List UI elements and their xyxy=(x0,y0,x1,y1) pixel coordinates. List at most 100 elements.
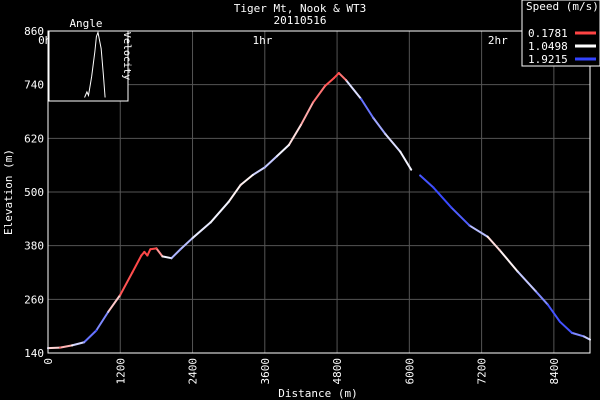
elevation-point xyxy=(546,303,549,306)
elevation-point xyxy=(582,335,585,338)
elevation-line-segment xyxy=(191,221,212,240)
elevation-line-segment xyxy=(311,85,327,104)
elevation-point xyxy=(534,290,537,293)
elevation-point xyxy=(432,186,435,189)
x-tick-label: 1200 xyxy=(114,358,127,385)
elevation-line-segment xyxy=(582,335,591,341)
elevation-line-segment xyxy=(71,341,86,347)
elevation-point xyxy=(275,155,278,158)
elevation-point xyxy=(570,331,573,334)
elevation-point xyxy=(170,257,173,260)
elevation-line-segment xyxy=(287,123,302,147)
elevation-point xyxy=(450,206,453,209)
x-tick-label: 7200 xyxy=(476,358,489,385)
elevation-point xyxy=(337,72,340,75)
legend-entry-label: 0.1781 xyxy=(528,27,568,40)
elevation-line-segment xyxy=(59,344,74,349)
y-tick-label: 500 xyxy=(24,186,44,199)
elevation-line-segment xyxy=(546,303,561,323)
elevation-point xyxy=(140,254,143,257)
x-tick-label: 2400 xyxy=(187,358,200,385)
elevation-point xyxy=(239,183,242,186)
y-tick-label: 140 xyxy=(24,347,44,360)
elevation-line-segment xyxy=(161,255,173,260)
elevation-line-segment xyxy=(107,293,122,313)
elevation-point xyxy=(251,174,254,177)
y-axis-label: Elevation (m) xyxy=(2,149,15,235)
elevation-line-segment xyxy=(384,132,402,153)
plot-area xyxy=(47,72,591,350)
elevation-line-segment xyxy=(95,310,110,332)
grid-lines xyxy=(47,30,590,354)
inset-y-label: Velocity xyxy=(121,32,132,80)
elevation-line-segment xyxy=(450,206,471,227)
elevation-line-segment xyxy=(227,183,242,203)
elevation-point xyxy=(59,346,62,349)
elevation-point xyxy=(299,123,302,126)
elevation-line-segment xyxy=(275,144,290,158)
time-tick-label: 2hr xyxy=(488,34,508,47)
elevation-point xyxy=(119,293,122,296)
elevation-line-segment xyxy=(498,249,519,273)
elevation-point xyxy=(419,174,422,177)
x-tick-label: 3600 xyxy=(259,358,272,385)
elevation-point xyxy=(287,144,290,147)
chart-title: Tiger Mt, Nook & WT3 xyxy=(234,2,366,15)
elevation-point xyxy=(324,85,327,88)
elevation-point xyxy=(179,248,182,251)
elevation-point xyxy=(83,341,86,344)
elevation-line-segment xyxy=(299,101,314,126)
elevation-line-segment xyxy=(570,331,585,338)
elevation-point xyxy=(345,79,348,82)
x-tick-label: 0 xyxy=(42,358,55,365)
elevation-point xyxy=(149,248,152,251)
elevation-line-segment xyxy=(179,237,194,251)
axis-ticks: 0 1200 2400 3600 4800 6000 7200 8400 140 260 380 50… xyxy=(24,25,561,385)
elevation-line-segment xyxy=(119,271,134,296)
inset-line xyxy=(84,30,106,98)
elevation-point xyxy=(410,168,413,171)
elevation-line-segment xyxy=(333,72,340,79)
elevation-point xyxy=(209,221,212,224)
y-tick-label: 260 xyxy=(24,293,44,306)
elevation-point xyxy=(372,116,375,119)
elevation-line-segment xyxy=(263,155,278,169)
elevation-point xyxy=(71,344,74,347)
elevation-line-segment xyxy=(516,270,537,293)
elevation-line-segment xyxy=(399,150,413,171)
elevation-point xyxy=(146,254,149,257)
elevation-point xyxy=(468,224,471,227)
chart-subtitle: 20110516 xyxy=(274,14,327,27)
elevation-line-segment xyxy=(149,247,158,251)
elevation-point xyxy=(384,132,387,135)
elevation-line-segment xyxy=(486,235,501,252)
y-tick-label: 740 xyxy=(24,79,44,92)
elevation-line-segment xyxy=(131,254,143,274)
elevation-line-segment xyxy=(372,116,387,135)
elevation-line-segment xyxy=(419,174,435,189)
y-tick-label: 620 xyxy=(24,132,44,145)
elevation-point xyxy=(360,97,363,100)
plot-frame xyxy=(47,30,591,354)
inset-plot: Angle Velocity xyxy=(48,17,132,102)
y-tick-label: 380 xyxy=(24,240,44,253)
elevation-point xyxy=(263,166,266,169)
elevation-point xyxy=(558,320,561,323)
x-tick-label: 4800 xyxy=(331,358,344,385)
elevation-line-segment xyxy=(170,248,182,260)
elevation-point xyxy=(143,250,146,253)
inset-frame xyxy=(48,30,129,102)
elevation-line-segment xyxy=(146,248,152,257)
y-tick-label: 860 xyxy=(24,25,44,38)
elevation-point xyxy=(486,235,489,238)
inset-title: Angle xyxy=(69,17,102,30)
elevation-point xyxy=(399,150,402,153)
elevation-line-segment xyxy=(239,174,254,186)
elevation-line-segment xyxy=(345,79,363,100)
x-tick-label: 8400 xyxy=(548,358,561,385)
elevation-line-segment xyxy=(558,320,573,334)
elevation-point xyxy=(107,310,110,313)
